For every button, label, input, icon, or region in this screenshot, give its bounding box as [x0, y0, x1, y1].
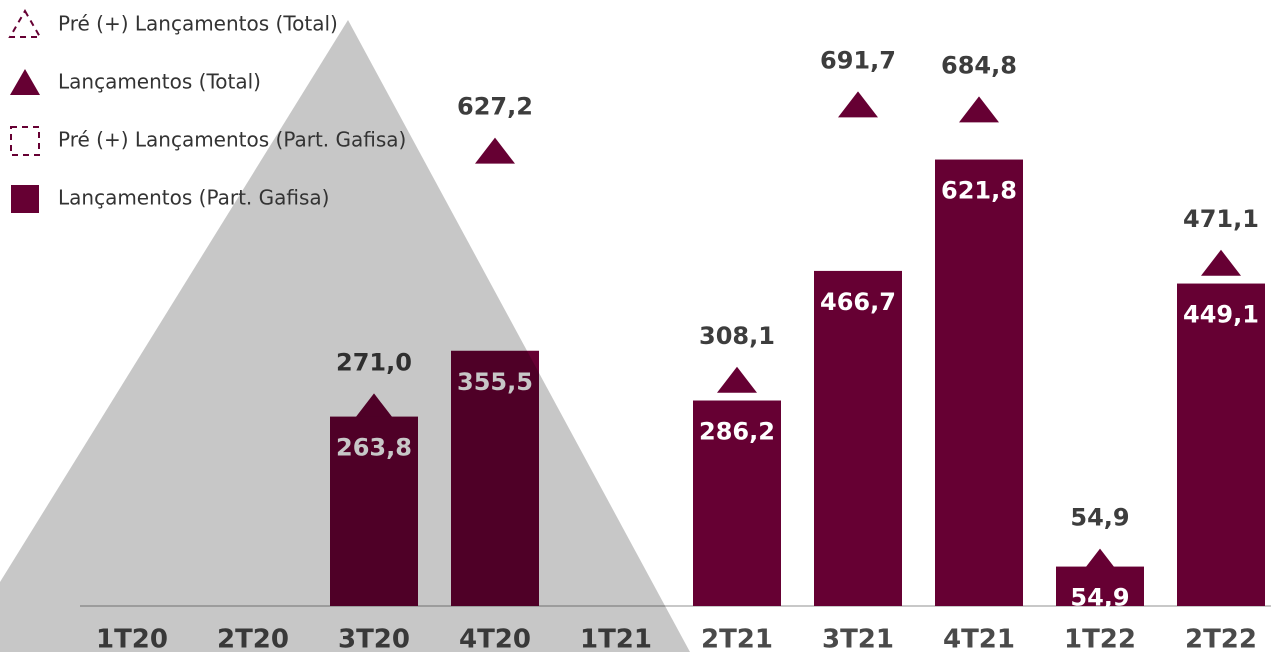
- legend-marker: [11, 127, 39, 155]
- x-tick-label: 1T21: [580, 625, 652, 652]
- value-label: 627,2: [457, 93, 533, 121]
- x-tick-label: 3T20: [338, 625, 410, 652]
- x-tick-label: 3T21: [822, 625, 894, 652]
- value-label: 471,1: [1183, 205, 1259, 233]
- x-tick-label: 1T20: [96, 625, 168, 652]
- legend-marker: [10, 69, 40, 95]
- value-label: 684,8: [941, 51, 1017, 79]
- legend: Pré (+) Lançamentos (Total) Lançamentos (…: [10, 11, 406, 213]
- bar-label: 54,9: [1070, 584, 1129, 612]
- bar: [935, 160, 1023, 606]
- legend-marker: [10, 11, 40, 37]
- x-tick-label: 2T22: [1185, 625, 1257, 652]
- value-label: 691,7: [820, 46, 896, 74]
- bar-label: 286,2: [699, 418, 775, 446]
- legend-label: Lançamentos (Total): [58, 70, 261, 94]
- bar: [1177, 284, 1265, 606]
- bar-label: 355,5: [457, 368, 533, 396]
- legend-label: Pré (+) Lançamentos (Part. Gafisa): [58, 128, 406, 152]
- chart: 1T20 2T20 3T20 4T20 1T21 2T21 3T21 4T21 1T22 2T22…: [0, 0, 1271, 652]
- value-label: 54,9: [1070, 504, 1129, 532]
- value-label: 308,1: [699, 322, 775, 350]
- x-tick-label: 4T20: [459, 625, 531, 652]
- bar-label: 466,7: [820, 288, 896, 316]
- triangle-marker: [475, 138, 515, 164]
- bar-label: 621,8: [941, 177, 1017, 205]
- legend-marker: [11, 185, 39, 213]
- legend-label: Pré (+) Lançamentos (Total): [58, 12, 338, 36]
- value-label: 271,0: [336, 348, 412, 376]
- triangle-marker: [1201, 250, 1241, 276]
- triangle-marker: [959, 96, 999, 122]
- x-tick-label: 4T21: [943, 625, 1015, 652]
- triangle-marker: [838, 91, 878, 117]
- bar: [814, 271, 902, 606]
- bar-label: 449,1: [1183, 301, 1259, 329]
- triangle-marker: [354, 393, 394, 419]
- x-tick-label: 1T22: [1064, 625, 1136, 652]
- bar-label: 263,8: [336, 434, 412, 462]
- x-tick-label: 2T20: [217, 625, 289, 652]
- legend-label: Lançamentos (Part. Gafisa): [58, 186, 329, 210]
- triangle-marker: [717, 367, 757, 393]
- x-tick-label: 2T21: [701, 625, 773, 652]
